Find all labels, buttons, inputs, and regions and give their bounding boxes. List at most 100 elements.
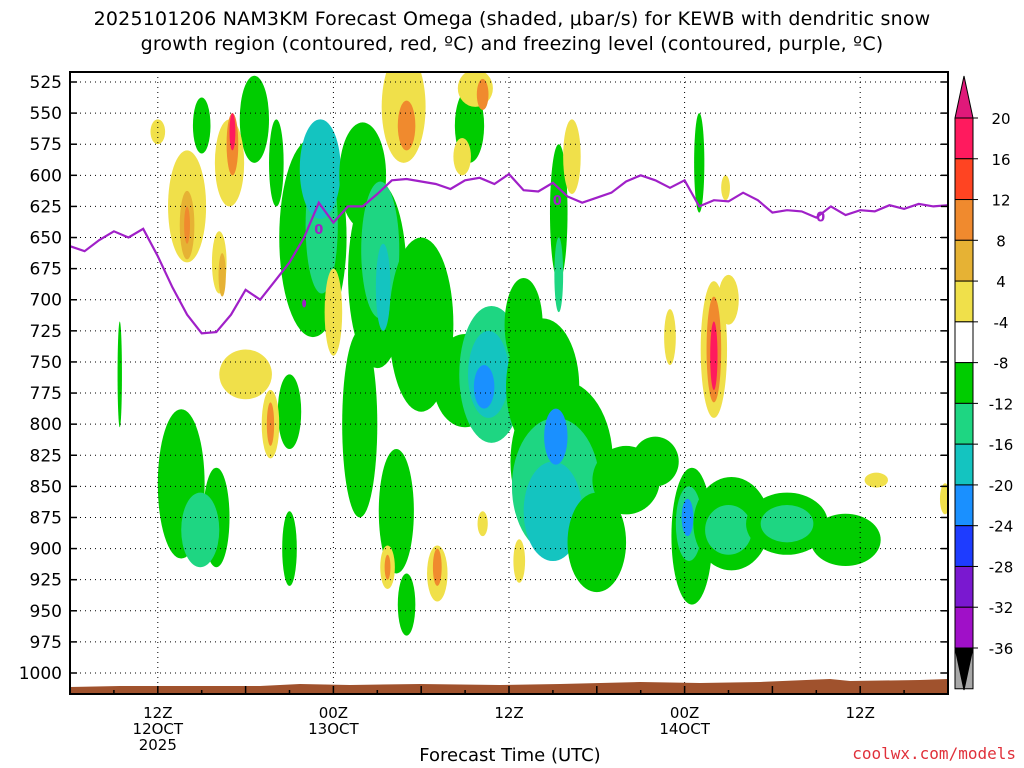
colorbar-label: 8 [996, 232, 1006, 250]
axes: 525 550 575 600 625 650 675 700 725 750 775 800 825 8… [19, 73, 949, 754]
x-tick-label: 13OCT [308, 720, 359, 738]
colorbar-label: 4 [996, 273, 1006, 291]
colorbar-segment [954, 443, 974, 486]
descent-region-69 [513, 539, 526, 583]
descent-region-76 [864, 472, 889, 488]
chart-title-line2: growth region (contoured, red, ºC) and f… [140, 33, 884, 55]
credit-text: coolwx.com/models [852, 744, 1016, 763]
y-tick-label: 700 [30, 291, 62, 311]
freezing-level-line [70, 172, 948, 335]
colorbar-top-triangle [954, 75, 974, 119]
omega-regions [117, 72, 948, 636]
x-tick-label: 00Z [319, 704, 348, 722]
ascent-region-24 [473, 365, 495, 409]
ascent-region-3 [192, 97, 211, 154]
grid-lines [70, 72, 948, 694]
freezing-level-label: 0 [816, 210, 825, 225]
colorbar-label: -12 [989, 395, 1014, 413]
colorbar-segment [954, 239, 974, 282]
x-tick-label: 14OCT [659, 720, 710, 738]
colorbar-segment [954, 321, 974, 364]
descent-region-62 [453, 137, 471, 176]
x-tick-label: 12Z [846, 704, 875, 722]
x-tick-label: 00Z [670, 704, 699, 722]
colorbar-bottom-triangle [954, 647, 974, 691]
ascent-region-30 [544, 408, 568, 465]
descent-region-68 [477, 511, 488, 537]
descent-region-48 [184, 206, 190, 244]
colorbar-segment [954, 525, 974, 567]
colorbar-segment [954, 158, 974, 201]
descent-region-63 [563, 119, 581, 194]
y-tick-label: 650 [30, 229, 62, 249]
freezing-level-label: 0 [553, 194, 562, 209]
y-tick-label: 900 [30, 540, 62, 560]
x-tick-label: 12OCT [133, 720, 184, 738]
descent-region-73 [718, 274, 739, 325]
ascent-region-8 [282, 511, 297, 586]
colorbar-label: 20 [991, 110, 1010, 128]
ascent-region-38 [681, 498, 694, 537]
ascent-region-19 [397, 573, 416, 636]
descent-region-77 [939, 483, 948, 515]
descent-region-72 [710, 321, 718, 390]
descent-region-53 [218, 253, 226, 297]
colorbar-segment [954, 402, 974, 445]
x-tick-label: 12Z [143, 704, 172, 722]
ascent-region-5 [239, 75, 270, 163]
descent-region-67 [432, 548, 442, 586]
ascent-region-6 [269, 119, 284, 207]
ascent-region-44 [810, 513, 881, 566]
colorbar-label: -8 [994, 355, 1009, 373]
colorbar-segment [954, 606, 974, 649]
colorbar-segment [954, 484, 974, 527]
ascent-region-33 [567, 492, 627, 593]
ascent-region-29 [523, 461, 583, 562]
y-tick-label: 600 [30, 166, 62, 186]
ascent-region-43 [760, 505, 814, 543]
y-tick-label: 925 [30, 571, 62, 591]
descent-region-51 [229, 113, 236, 151]
colorbar-label: -16 [989, 436, 1014, 454]
colorbar-label: -20 [989, 477, 1014, 495]
ascent-region-32 [554, 237, 564, 313]
ascent-region-4 [181, 492, 220, 568]
x-tick-label: 2025 [139, 736, 177, 754]
y-tick-label: 525 [30, 73, 62, 93]
ascent-region-39 [694, 113, 705, 213]
ascent-region-31 [549, 144, 568, 282]
ascent-region-13 [342, 330, 378, 518]
ascent-region-16 [375, 243, 391, 331]
descent-region-59 [397, 100, 416, 151]
x-axis-label: Forecast Time (UTC) [419, 745, 601, 766]
descent-region-61 [476, 78, 489, 110]
ascent-region-17 [378, 449, 414, 574]
colorbar-segment [954, 117, 974, 160]
y-tick-label: 675 [30, 260, 62, 280]
y-tick-label: 850 [30, 477, 62, 497]
y-tick-label: 825 [30, 446, 62, 466]
colorbar-label: -24 [989, 518, 1014, 536]
descent-region-75 [721, 175, 730, 201]
descent-region-74 [664, 309, 676, 366]
colorbar-label: -36 [989, 640, 1014, 658]
colorbar-segment [954, 362, 974, 404]
ascent-region-41 [705, 505, 752, 555]
freezing-level-blob [302, 299, 307, 308]
descent-region-45 [150, 119, 166, 145]
chart-title-line1: 2025101206 NAM3KM Forecast Omega (shaded… [93, 8, 931, 30]
ascent-region-35 [631, 436, 679, 487]
colorbar-label: -32 [989, 599, 1014, 617]
colorbar-segment [954, 565, 974, 608]
y-tick-label: 1000 [19, 664, 62, 684]
colorbar: 20 16 12 8 4 -4 -8 -12 -16 -20 -24 -28 -32 -36 [954, 75, 1014, 691]
y-tick-label: 550 [30, 104, 62, 124]
y-tick-label: 725 [30, 322, 62, 342]
y-tick-label: 975 [30, 633, 62, 653]
y-tick-label: 800 [30, 415, 62, 435]
ascent-region-0 [117, 321, 122, 428]
y-tick-label: 950 [30, 602, 62, 622]
descent-region-54 [219, 349, 272, 400]
colorbar-label: -28 [989, 558, 1014, 576]
